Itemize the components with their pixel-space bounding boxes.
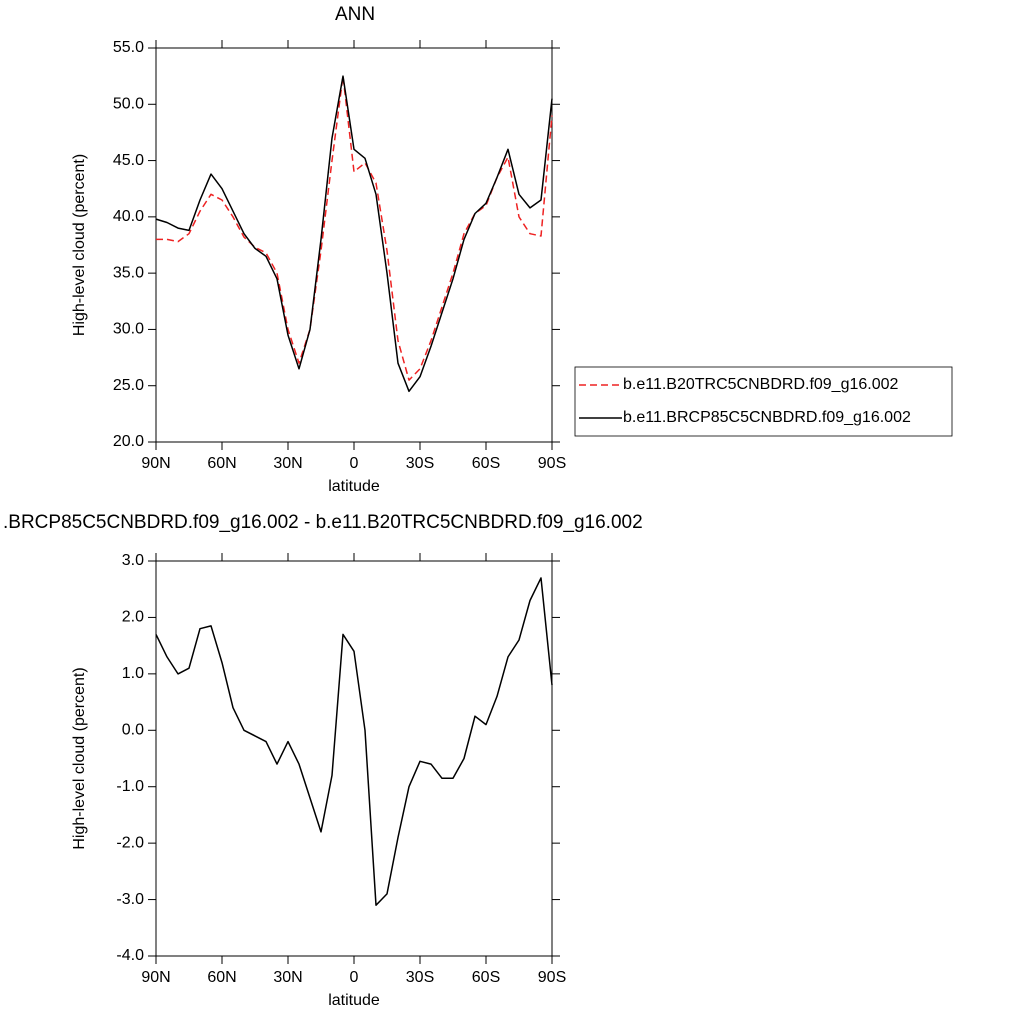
y-axis-label: High-level cloud (percent): [71, 667, 88, 849]
y-tick-label: 0.0: [122, 722, 144, 739]
x-tick-label: 0: [350, 455, 359, 472]
chart-title: ANN: [335, 4, 375, 25]
y-tick-label: 3.0: [122, 552, 144, 569]
y-tick-label: 50.0: [113, 96, 144, 113]
y-tick-label: 45.0: [113, 152, 144, 169]
x-tick-label: 90S: [538, 455, 566, 472]
plot-frame: [155, 560, 553, 957]
x-tick-label: 30S: [406, 969, 434, 986]
y-tick-label: -4.0: [116, 947, 144, 964]
y-axis-label: High-level cloud (percent): [71, 154, 88, 336]
x-tick-label: 60N: [207, 969, 236, 986]
y-tick-label: 25.0: [113, 377, 144, 394]
y-tick-label: 55.0: [113, 39, 144, 56]
x-tick-label: 90N: [141, 969, 170, 986]
x-tick-label: 30N: [273, 455, 302, 472]
x-tick-label: 90S: [538, 969, 566, 986]
x-tick-label: 30S: [406, 455, 434, 472]
series-line: [155, 577, 553, 906]
y-tick-label: -1.0: [116, 778, 144, 795]
chart-title: .BRCP85C5CNBDRD.f09_g16.002 - b.e11.B20T…: [3, 512, 643, 533]
x-tick-label: 0: [350, 969, 359, 986]
x-tick-label: 90N: [141, 455, 170, 472]
y-tick-label: 20.0: [113, 433, 144, 450]
y-tick-label: 30.0: [113, 321, 144, 338]
series-line: [156, 75, 553, 381]
y-tick-label: 2.0: [122, 609, 144, 626]
x-tick-label: 60S: [472, 969, 500, 986]
legend-box: [574, 366, 953, 437]
legend-label: b.e11.B20TRC5CNBDRD.f09_g16.002: [623, 376, 899, 393]
x-tick-label: 60S: [472, 455, 500, 472]
y-tick-label: -3.0: [116, 891, 144, 908]
y-tick-label: 35.0: [113, 264, 144, 281]
legend-label: b.e11.BRCP85C5CNBDRD.f09_g16.002: [623, 409, 911, 426]
x-axis-label: latitude: [328, 992, 380, 1009]
y-tick-label: 40.0: [113, 208, 144, 225]
x-tick-label: 30N: [273, 969, 302, 986]
plot-frame: [155, 47, 553, 443]
x-axis-label: latitude: [328, 478, 380, 495]
series-line: [155, 75, 553, 393]
y-tick-label: -2.0: [116, 834, 144, 851]
x-tick-label: 60N: [207, 455, 236, 472]
y-tick-label: 1.0: [122, 665, 144, 682]
